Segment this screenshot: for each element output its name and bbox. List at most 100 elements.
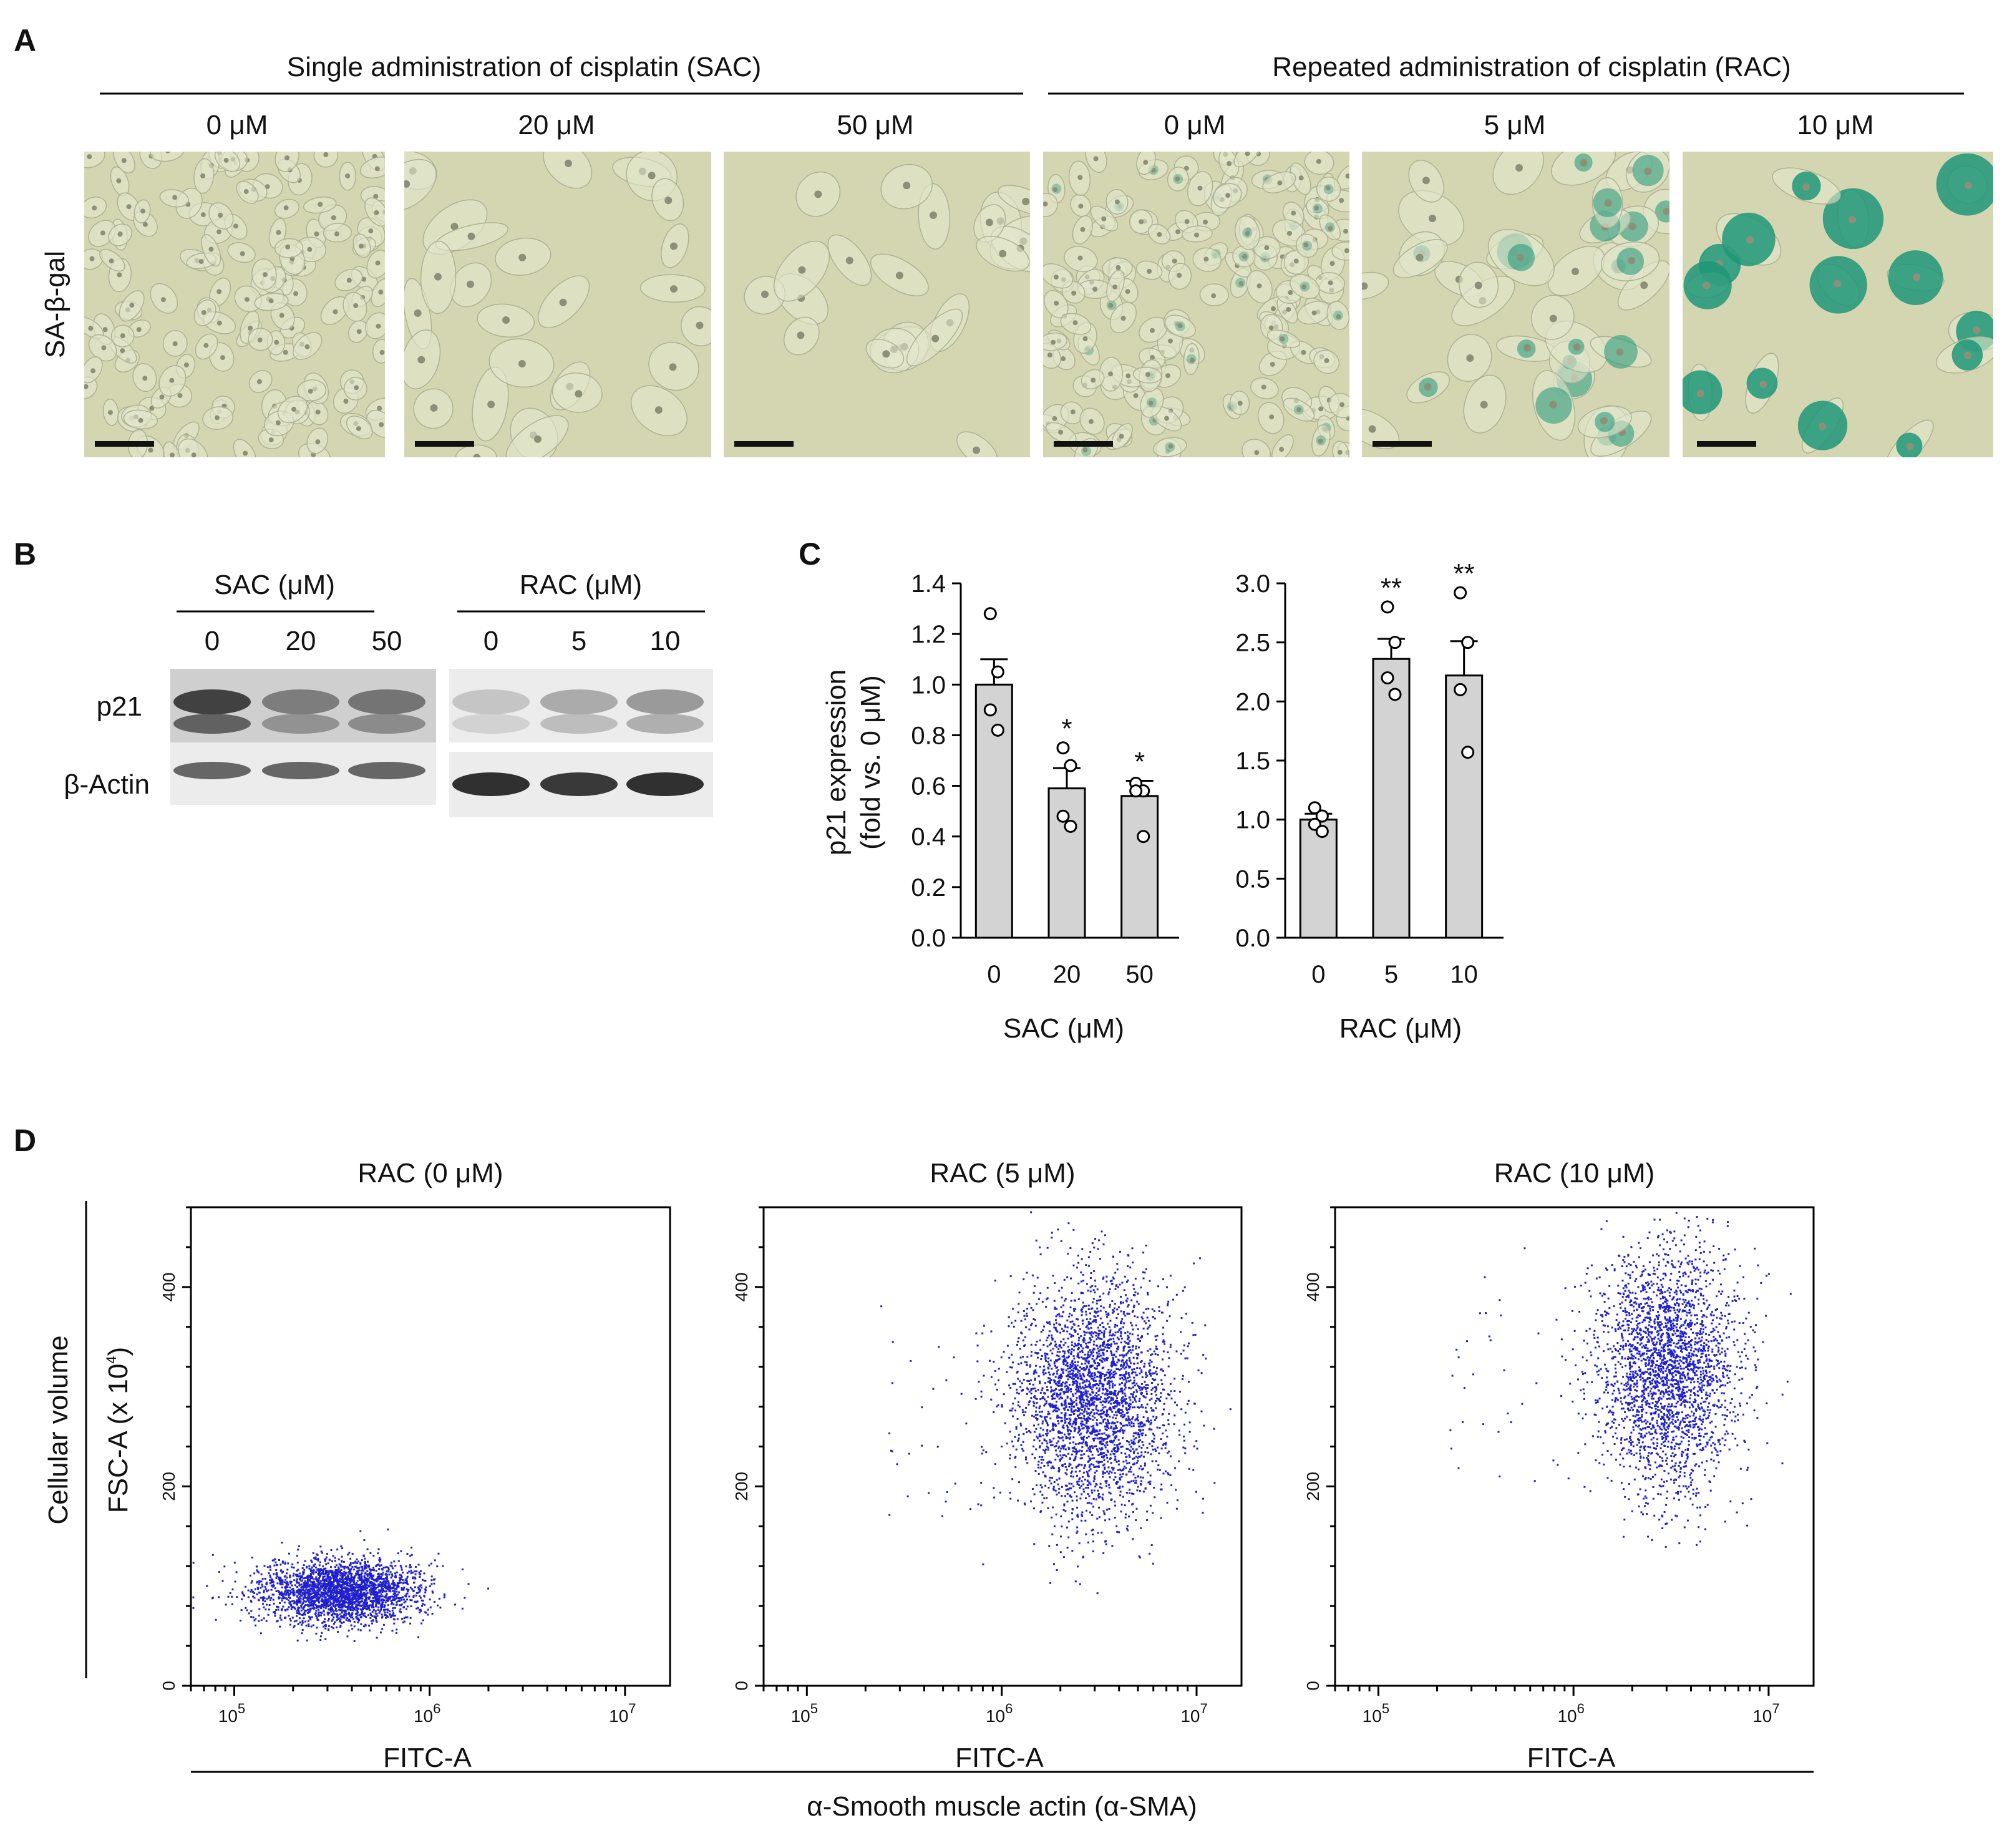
scatter-point [336, 1587, 339, 1589]
scatter-point [1099, 1345, 1102, 1347]
scatter-point [291, 1588, 293, 1591]
scatter-point [301, 1613, 303, 1616]
scatter-point [1094, 1238, 1097, 1240]
scatter-point [290, 1580, 293, 1583]
scatter-point [1062, 1454, 1064, 1457]
scatter-point [346, 1617, 349, 1620]
scatter-point [1150, 1544, 1153, 1547]
scatter-point [300, 1590, 303, 1593]
flow-plot-title: RAC (0 μM) [357, 1158, 503, 1189]
scatter-point [1053, 1381, 1056, 1384]
scatter-point [275, 1590, 278, 1593]
scatter-point [1041, 1389, 1043, 1391]
scatter-point [365, 1598, 367, 1600]
scatter-point [316, 1595, 318, 1597]
scatter-point [211, 1597, 214, 1599]
scatter-point [374, 1592, 376, 1595]
scatter-point [314, 1558, 316, 1560]
scatter-point [327, 1590, 329, 1592]
scatter-point [345, 1589, 347, 1592]
scatter-point [1145, 1388, 1147, 1390]
scatter-point [349, 1581, 352, 1583]
scatter-point [1130, 1425, 1133, 1427]
scatter-point [1009, 1409, 1011, 1412]
scatter-point [1136, 1489, 1139, 1492]
scatter-point [1134, 1482, 1137, 1484]
scatter-point [287, 1583, 289, 1586]
scatter-point [397, 1583, 399, 1585]
scatter-point [1139, 1465, 1142, 1467]
scatter-point [334, 1577, 336, 1579]
scatter-point [1074, 1451, 1076, 1453]
scatter-point [350, 1613, 352, 1615]
scatter-point [1167, 1419, 1170, 1421]
scatter-point [1083, 1424, 1086, 1426]
scatter-point [316, 1607, 319, 1609]
scatter-point [359, 1562, 362, 1564]
scatter-point [1105, 1310, 1107, 1313]
scatter-point [347, 1568, 350, 1570]
cell-nucleus [417, 356, 425, 364]
scatter-point [390, 1577, 392, 1579]
scatter-point [368, 1585, 371, 1587]
scatter-point [379, 1559, 382, 1561]
cell-nucleus [159, 394, 165, 400]
scatter-point [372, 1619, 374, 1622]
scatter-point [339, 1589, 341, 1592]
scatter-point [311, 1595, 313, 1598]
scatter-point [144, 1563, 146, 1565]
scatter-point [1056, 1396, 1059, 1398]
scatter-point [1073, 1310, 1076, 1312]
scatter-point [361, 1600, 363, 1602]
scatter-point [303, 1588, 305, 1591]
scatter-point [1101, 1496, 1104, 1499]
scatter-point [1012, 1383, 1014, 1385]
scatter-point [274, 1610, 276, 1613]
scatter-point [322, 1571, 324, 1573]
scatter-point [358, 1601, 361, 1603]
scatter-point [1120, 1337, 1123, 1340]
scatter-point [333, 1583, 335, 1586]
scatter-point [328, 1612, 331, 1614]
scatter-point [357, 1603, 360, 1606]
scatter-point [299, 1595, 301, 1598]
scatter-point [325, 1592, 328, 1594]
scatter-point [1066, 1547, 1069, 1549]
scatter-point [266, 1603, 268, 1606]
scatter-point [420, 1599, 423, 1602]
scatter-point [372, 1574, 375, 1577]
scatter-point [234, 1580, 236, 1583]
scatter-point [308, 1625, 310, 1628]
cell-nucleus [1480, 401, 1488, 409]
scatter-point [342, 1582, 344, 1584]
scatter-point [1107, 1434, 1110, 1437]
scatter-point [420, 1584, 422, 1587]
scatter-point [323, 1596, 326, 1598]
scatter-point [371, 1593, 374, 1595]
scatter-point [1073, 1401, 1076, 1403]
cell-nucleus [216, 320, 222, 326]
scatter-point [343, 1565, 345, 1568]
scatter-point [329, 1588, 332, 1590]
scatter-point [329, 1603, 332, 1605]
cell-nucleus [233, 223, 238, 229]
scatter-point [328, 1583, 331, 1585]
scatter-point [1081, 1413, 1084, 1415]
scatter-point [1147, 1291, 1149, 1294]
scatter-point [301, 1613, 304, 1616]
scatter-point [1001, 1406, 1003, 1408]
cell-nucleus [216, 229, 222, 235]
scatter-point [399, 1573, 401, 1576]
scatter-point [361, 1597, 363, 1599]
scatter-point [281, 1583, 284, 1585]
scatter-point [352, 1576, 355, 1578]
scatter-point [1051, 1336, 1053, 1339]
scatter-point [312, 1605, 314, 1607]
scatter-point [1076, 1530, 1079, 1533]
scatter-point [361, 1593, 363, 1595]
scatter-point [1101, 1357, 1104, 1359]
scatter-point [417, 1607, 419, 1609]
scatter-point [1182, 1350, 1185, 1352]
scatter-point [415, 1600, 417, 1603]
scatter-point [319, 1614, 321, 1617]
